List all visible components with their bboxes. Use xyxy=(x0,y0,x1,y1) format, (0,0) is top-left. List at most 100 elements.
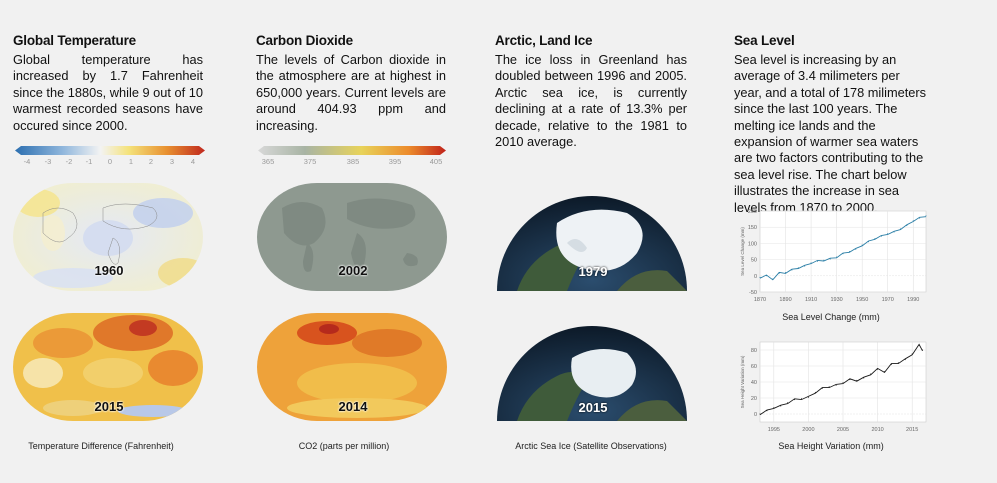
data-point xyxy=(919,217,921,219)
data-point xyxy=(804,265,806,267)
year-label: 1960 xyxy=(94,263,124,278)
data-point xyxy=(829,258,831,260)
data-point xyxy=(925,215,927,217)
data-point xyxy=(842,253,844,255)
chart-title: Sea Level Change (mm) xyxy=(782,312,880,322)
section-title: Carbon Dioxide xyxy=(256,33,353,48)
y-tick-label: 0 xyxy=(754,274,757,280)
scale-tick: 4 xyxy=(190,157,196,166)
data-point xyxy=(823,259,825,261)
y-tick-label: 100 xyxy=(748,241,757,247)
y-tick-label: 60 xyxy=(751,364,757,370)
section-title: Global Temperature xyxy=(13,33,136,48)
arctic-ice-map-2015: 2015 xyxy=(497,318,687,421)
plot-area xyxy=(759,210,927,293)
y-tick-label: 40 xyxy=(751,380,757,386)
data-point xyxy=(835,384,837,386)
scale-tick: -2 xyxy=(65,157,73,166)
map-caption: Temperature Difference (Fahrenheit) xyxy=(28,441,174,451)
data-point xyxy=(922,349,924,351)
x-tick-label: 1930 xyxy=(830,297,842,303)
x-tick-label: 1990 xyxy=(907,297,919,303)
sea-level-change-chart: 1870 1890 1910 1930 1950 1970 1990 200 150 100 50 0… xyxy=(734,205,930,305)
column-global-temperature: Global Temperature Global temperature ha… xyxy=(13,33,203,134)
data-point xyxy=(890,363,892,365)
section-title: Sea Level xyxy=(734,33,795,48)
scale-tick: 365 xyxy=(261,157,275,166)
x-tick-label: 2005 xyxy=(837,427,849,433)
data-point xyxy=(856,379,858,381)
x-tick-label: 2015 xyxy=(906,427,918,433)
data-point xyxy=(868,241,870,243)
data-point xyxy=(874,238,876,240)
x-tick-label: 1890 xyxy=(779,297,791,303)
temperature-map-2015: 2015 xyxy=(13,313,203,421)
scale-tick: 375 xyxy=(303,157,317,166)
column-carbon-dioxide: Carbon Dioxide The levels of Carbon diox… xyxy=(256,33,446,134)
x-tick-label: 1995 xyxy=(768,427,780,433)
x-tick-label: 2010 xyxy=(871,427,883,433)
data-point xyxy=(785,272,787,274)
scale-tick: -4 xyxy=(23,157,31,166)
data-point xyxy=(794,399,796,401)
temperature-map-1960: 1960 xyxy=(13,183,203,291)
scale-tick: 395 xyxy=(388,157,402,166)
data-point xyxy=(772,278,774,280)
map-caption: CO2 (parts per million) xyxy=(298,441,390,451)
y-axis-label: Sea Level Change (mm) xyxy=(740,227,745,276)
scale-tick: -3 xyxy=(44,157,52,166)
y-tick-label: -50 xyxy=(749,290,757,296)
data-point xyxy=(759,413,761,415)
data-point xyxy=(899,228,901,230)
sea-level-change-plot: 1870 1890 1910 1930 1950 1970 1990 200 150 100 50 0… xyxy=(740,209,927,303)
data-point xyxy=(906,225,908,227)
sea-height-variation-plot: 1995 2000 2005 2010 2015 80 60 40 20 0 Sea Height … xyxy=(740,341,927,433)
y-tick-label: 0 xyxy=(754,412,757,418)
x-tick-label: 1910 xyxy=(805,297,817,303)
year-label: 2002 xyxy=(338,263,368,278)
data-point xyxy=(918,344,920,346)
year-label: 2015 xyxy=(94,399,124,414)
column-arctic-land-ice: Arctic, Land Ice The ice loss in Greenla… xyxy=(495,33,687,150)
data-point xyxy=(848,251,850,252)
data-point xyxy=(759,276,761,278)
data-point xyxy=(791,269,793,271)
data-point xyxy=(893,231,895,233)
section-body: The levels of Carbon dioxide in the atmo… xyxy=(256,52,446,133)
data-point xyxy=(880,235,882,237)
data-point xyxy=(861,244,863,246)
y-tick-label: 200 xyxy=(748,209,757,215)
data-point xyxy=(884,371,885,373)
data-point xyxy=(801,398,802,400)
co2-map-2014: 2014 xyxy=(257,313,447,421)
scale-tick: 0 xyxy=(107,157,113,166)
series-line xyxy=(759,216,927,281)
y-tick-label: 150 xyxy=(748,225,757,231)
data-point xyxy=(810,262,812,264)
data-point xyxy=(778,272,780,274)
section-body: Sea level is increasing by an average of… xyxy=(734,52,927,215)
y-axis-label: Sea Height Variation (mm) xyxy=(740,355,745,408)
x-tick-label: 1970 xyxy=(882,297,894,303)
data-point xyxy=(863,377,865,379)
data-point xyxy=(842,382,844,384)
map-caption: Arctic Sea Ice (Satellite Observations) xyxy=(515,441,667,451)
data-point xyxy=(887,233,889,235)
data-point xyxy=(855,248,857,250)
co2-color-scale: 365 375 385 395 405 xyxy=(258,146,446,166)
data-point xyxy=(797,267,799,269)
year-label: 2014 xyxy=(338,399,368,414)
data-point xyxy=(897,362,899,364)
data-point xyxy=(773,407,775,409)
co2-map-2002: 2002 xyxy=(257,183,447,291)
data-point xyxy=(877,368,879,370)
year-label: 2015 xyxy=(578,400,608,415)
data-point xyxy=(911,353,913,355)
year-label: 1979 xyxy=(578,264,608,279)
scale-tick: 3 xyxy=(169,157,175,166)
section-title: Arctic, Land Ice xyxy=(495,33,593,48)
y-tick-label: 50 xyxy=(751,258,757,264)
data-point xyxy=(821,387,823,389)
data-point xyxy=(766,410,768,412)
data-point xyxy=(816,260,818,262)
